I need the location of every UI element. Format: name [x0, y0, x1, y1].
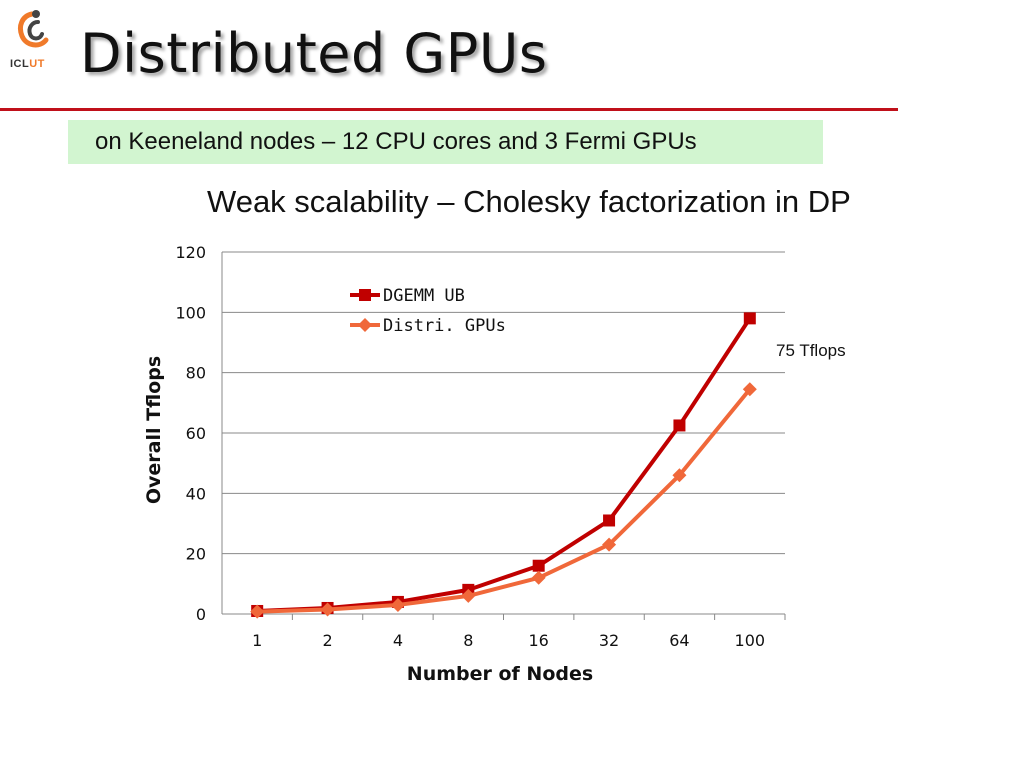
legend-label: DGEMM UB — [383, 286, 465, 306]
y-tick-label: 100 — [175, 303, 206, 322]
legend-label: Distri. GPUs — [383, 316, 506, 336]
data-point-diamond — [531, 570, 546, 585]
icl-logo: ICLUT — [10, 8, 62, 78]
series-line — [257, 387, 752, 614]
y-tick-label: 80 — [186, 364, 206, 383]
x-tick-label: 4 — [393, 631, 403, 650]
data-point-diamond — [250, 604, 265, 619]
x-tick-label: 32 — [599, 631, 619, 650]
data-point-diamond — [602, 537, 617, 552]
logo-text: ICLUT — [10, 58, 45, 70]
series-0 — [251, 312, 756, 617]
x-tick-label: 2 — [322, 631, 332, 650]
gridlines — [222, 251, 785, 555]
series-line — [257, 317, 752, 613]
x-tick-label: 8 — [463, 631, 473, 650]
chart-title: Weak scalability – Cholesky factorizatio… — [207, 184, 851, 219]
y-tick-labels: 0 20 40 60 80 100 120 — [175, 243, 206, 624]
series-1 — [250, 382, 757, 619]
data-point-square — [673, 419, 686, 432]
data-point-square — [743, 312, 756, 325]
data-point-square — [321, 601, 334, 614]
icl-logo-mark — [17, 10, 49, 48]
y-tick-label: 0 — [196, 605, 206, 624]
slide-title: Distributed GPUs — [80, 22, 548, 85]
data-point-square — [532, 559, 545, 572]
y-tick-label: 40 — [186, 484, 206, 503]
y-tick-label: 20 — [186, 545, 206, 564]
data-point-square — [462, 583, 475, 596]
series — [250, 312, 757, 619]
data-point-square — [391, 595, 404, 608]
data-point-diamond — [742, 382, 757, 397]
legend-marker-diamond — [358, 318, 372, 332]
subtitle-text: on Keeneland nodes – 12 CPU cores and 3 … — [95, 128, 697, 155]
y-tick-label: 60 — [186, 424, 206, 443]
x-tick-label: 64 — [669, 631, 689, 650]
y-axis-label: Overall Tflops — [143, 356, 165, 504]
data-point-diamond — [320, 602, 335, 617]
title-divider — [0, 108, 898, 111]
data-point-diamond — [672, 468, 687, 483]
data-point-diamond — [461, 588, 476, 603]
data-point-diamond — [390, 597, 405, 612]
legend-marker-square — [359, 289, 371, 301]
y-tick-label: 120 — [175, 243, 206, 262]
data-point-square — [251, 604, 264, 617]
x-tick-label: 100 — [735, 631, 766, 650]
x-tick-label: 1 — [252, 631, 262, 650]
x-tick-label: 16 — [529, 631, 549, 650]
legend: DGEMM UB Distri. GPUs — [350, 286, 506, 336]
x-axis-label: Number of Nodes — [407, 663, 593, 685]
annotation-75-tflops: 75 Tflops — [776, 341, 846, 360]
data-point-square — [603, 514, 616, 527]
subtitle-banner: on Keeneland nodes – 12 CPU cores and 3 … — [68, 120, 823, 164]
x-tick-labels: 1 2 4 8 16 32 64 100 — [252, 614, 786, 650]
